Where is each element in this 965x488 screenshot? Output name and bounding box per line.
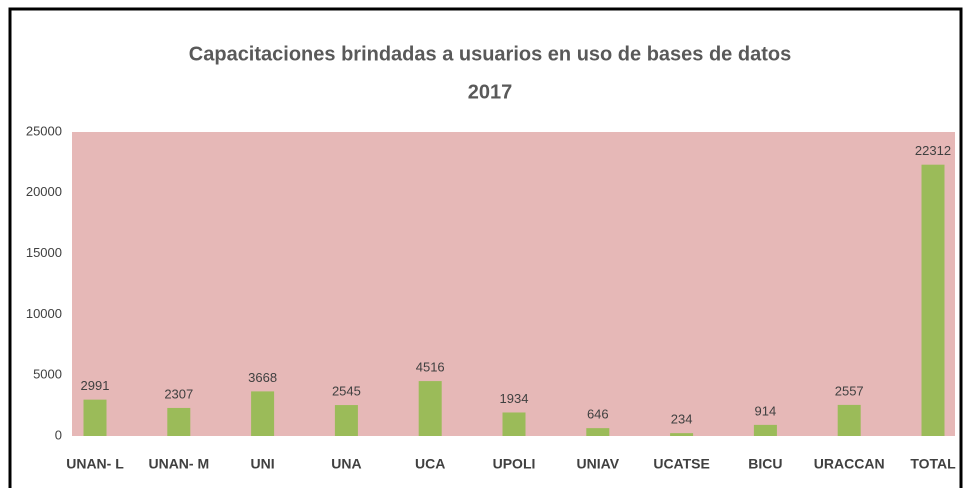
data-label: 2307 — [164, 386, 193, 401]
x-tick-label: UPOLI — [493, 456, 536, 472]
bar — [921, 164, 945, 436]
data-label: 4516 — [416, 360, 445, 375]
x-tick-label: BICU — [748, 456, 782, 472]
x-tick-label: UNA — [331, 456, 361, 472]
x-tick-label: UNAN- M — [148, 456, 209, 472]
bar — [837, 404, 861, 436]
bar — [670, 433, 694, 436]
x-tick-label: UNI — [251, 456, 275, 472]
bar — [586, 428, 610, 436]
bar — [418, 381, 442, 436]
data-label: 646 — [587, 407, 609, 422]
x-tick-label: UCA — [415, 456, 445, 472]
chart-title: Capacitaciones brindadas a usuarios en u… — [189, 43, 791, 65]
x-tick-label: URACCAN — [814, 456, 885, 472]
bar — [502, 412, 526, 436]
x-tick-label: TOTAL — [910, 456, 956, 472]
x-tick-label: UCATSE — [653, 456, 710, 472]
data-label: 1934 — [500, 391, 529, 406]
y-tick-label: 25000 — [26, 123, 62, 138]
bar — [167, 407, 191, 436]
data-label: 22312 — [915, 143, 951, 158]
y-tick-label: 5000 — [33, 367, 62, 382]
plot-area — [72, 132, 955, 436]
y-tick-label: 0 — [55, 427, 62, 442]
data-label: 2545 — [332, 383, 361, 398]
y-tick-label: 15000 — [26, 245, 62, 260]
bar — [753, 424, 777, 436]
chart-subtitle: 2017 — [468, 81, 513, 103]
bar — [83, 399, 107, 436]
x-tick-label: UNIAV — [577, 456, 620, 472]
y-tick-label: 20000 — [26, 184, 62, 199]
y-tick-label: 10000 — [26, 306, 62, 321]
x-tick-label: UNAN- L — [66, 456, 124, 472]
data-label: 2557 — [835, 383, 864, 398]
bar — [251, 391, 275, 436]
data-label: 3668 — [248, 370, 277, 385]
data-label: 2991 — [81, 378, 110, 393]
data-label: 234 — [671, 412, 693, 427]
bar — [334, 405, 358, 436]
data-label: 914 — [755, 403, 777, 418]
